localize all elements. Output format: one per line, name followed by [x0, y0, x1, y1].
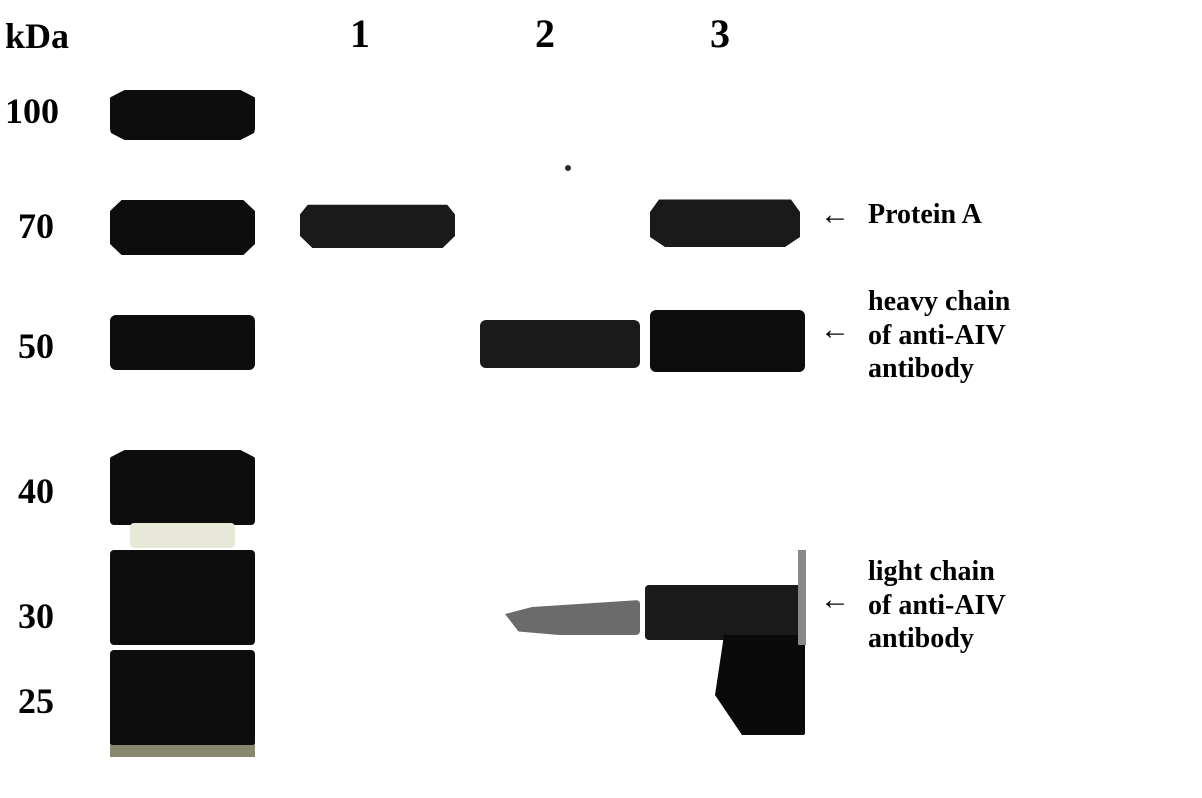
lane-1-header: 1	[350, 10, 370, 57]
gel-image	[105, 55, 795, 765]
arrow-icon: ←	[820, 313, 850, 347]
annotation-text-protein-a: Protein A	[868, 198, 982, 232]
annotation-text-light-chain: light chain of anti-AIV antibody	[868, 555, 1006, 656]
lane1-band-70	[300, 200, 455, 248]
mw-50: 50	[18, 325, 54, 367]
annotation-text-heavy-chain: heavy chain of anti-AIV antibody	[868, 285, 1010, 386]
arrow-icon: ←	[820, 583, 850, 617]
mw-100: 100	[5, 90, 59, 132]
lane2-band-30	[505, 600, 640, 635]
mw-30: 30	[18, 595, 54, 637]
ladder-band-30	[110, 550, 255, 645]
lane3-smear	[715, 635, 805, 735]
lane-2-header: 2	[535, 10, 555, 57]
ladder-band-40	[110, 450, 255, 525]
lane3-band-50	[650, 310, 805, 372]
mw-25: 25	[18, 680, 54, 722]
annotation-heavy-chain: ← heavy chain of anti-AIV antibody	[820, 285, 1010, 386]
lane3-edge-gray	[798, 550, 806, 645]
lane2-band-50	[480, 320, 640, 368]
gel-figure: kDa 100 70 50 40 30 25 1 2 3 ← Pro	[0, 0, 1202, 798]
annotation-light-chain: ← light chain of anti-AIV antibody	[820, 555, 1006, 656]
ladder-band-50	[110, 315, 255, 370]
lane3-band-70	[650, 197, 800, 247]
ladder-bottom-edge	[110, 745, 255, 757]
mw-70: 70	[18, 205, 54, 247]
ladder-band-100	[110, 90, 255, 140]
ladder-band-70	[110, 200, 255, 255]
mw-40: 40	[18, 470, 54, 512]
artifact-dot	[565, 165, 571, 171]
lane3-band-30	[645, 585, 805, 640]
unit-label: kDa	[5, 15, 69, 57]
ladder-gap	[130, 523, 235, 548]
arrow-icon: ←	[820, 198, 850, 232]
lane-3-header: 3	[710, 10, 730, 57]
annotation-protein-a: ← Protein A	[820, 198, 982, 232]
ladder-band-25	[110, 650, 255, 745]
